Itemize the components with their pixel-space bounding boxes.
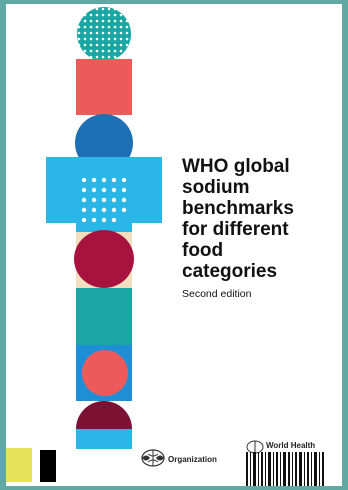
edition-label: Second edition [182,288,252,300]
crimson-circle-shape [74,230,134,288]
black-tab-shape [40,450,56,482]
footer-who-label: World Health [266,441,316,450]
who-emblem-icon [141,449,165,467]
maroon-semicircle-shape [76,401,132,429]
report-title: WHO global sodium benchmarks for differe… [182,156,294,282]
teal-block-shape [76,288,132,346]
footer-org-label: Organization [168,455,217,464]
coral-square-shape [76,59,132,115]
dotted-circle-shape [77,7,131,61]
barcode-graphic [246,452,324,486]
coral-circle-shape [82,350,128,396]
report-cover: WHO global sodium benchmarks for differe… [6,4,342,486]
title-block: WHO global sodium benchmarks for differe… [182,156,332,300]
yellow-tab-shape [6,448,32,482]
sky-strip-shape [76,429,132,449]
